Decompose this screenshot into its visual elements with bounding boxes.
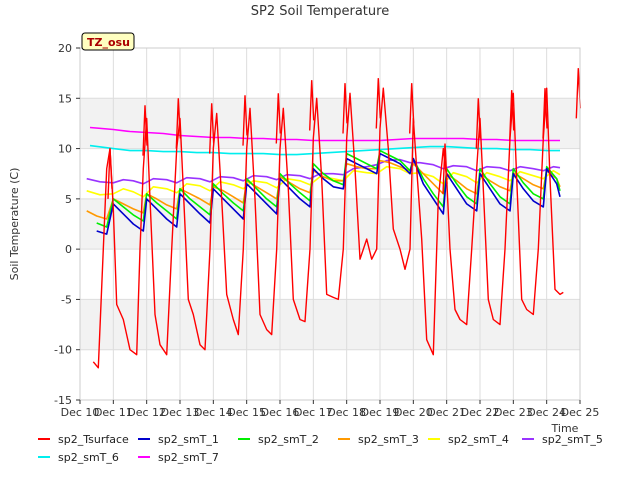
series-peak-sp2_Tsurface bbox=[475, 98, 481, 149]
x-tick-label: Dec 16 bbox=[261, 406, 300, 419]
x-axis-label: Time bbox=[551, 422, 579, 435]
y-axis-ticks: -15 -10 -5 0 5 10 15 20 bbox=[54, 42, 80, 407]
x-tick-label: Dec 14 bbox=[194, 406, 233, 419]
y-tick-label: 0 bbox=[65, 243, 72, 256]
legend-label-sp2_smT_5: sp2_smT_5 bbox=[542, 433, 603, 446]
x-tick-label: Dec 10 bbox=[61, 406, 100, 419]
series-peak-sp2_Tsurface bbox=[375, 78, 381, 129]
legend-label-sp2_smT_6: sp2_smT_6 bbox=[58, 451, 119, 464]
series-peak-sp2_Tsurface bbox=[142, 105, 148, 156]
legend: sp2_Tsurface sp2_smT_1 sp2_smT_2 sp2_smT_3 s… bbox=[38, 433, 603, 464]
x-tick-label: Dec 22 bbox=[461, 406, 500, 419]
site-badge: TZ_osu bbox=[81, 32, 135, 51]
x-tick-label: Dec 20 bbox=[394, 406, 433, 419]
chart-title: SP2 Soil Temperature bbox=[251, 4, 389, 19]
series-peak-sp2_Tsurface bbox=[175, 98, 181, 149]
y-tick-label: 15 bbox=[58, 92, 72, 105]
site-badge-label: TZ_osu bbox=[87, 36, 130, 49]
y-tick-label: 10 bbox=[58, 143, 72, 156]
legend-label-sp2_smT_2: sp2_smT_2 bbox=[258, 433, 319, 446]
x-tick-label: Dec 18 bbox=[327, 406, 366, 419]
plot-band bbox=[80, 299, 580, 350]
legend-label-sp2_smT_3: sp2_smT_3 bbox=[358, 433, 419, 446]
series-peak-sp2_Tsurface bbox=[542, 88, 548, 139]
y-tick-label: 5 bbox=[65, 193, 72, 206]
series-line-sp2_smT_1 bbox=[96, 152, 561, 235]
series-peak-sp2_Tsurface bbox=[107, 148, 113, 199]
series-layer bbox=[86, 68, 581, 369]
x-tick-label: Dec 24 bbox=[527, 406, 566, 419]
y-tick-label: -10 bbox=[54, 344, 72, 357]
x-tick-label: Dec 12 bbox=[127, 406, 166, 419]
x-tick-label: Dec 23 bbox=[494, 406, 533, 419]
y-tick-label: 20 bbox=[58, 42, 72, 55]
plot-frame bbox=[79, 47, 581, 401]
series-line-sp2_smT_6 bbox=[89, 144, 560, 156]
x-tick-label: Dec 19 bbox=[361, 406, 400, 419]
series-peak-sp2_Tsurface bbox=[442, 143, 448, 194]
y-axis-label: Soil Temperature (C) bbox=[8, 168, 21, 281]
series-peak-sp2_Tsurface bbox=[509, 90, 515, 141]
series-line-sp2_smT_7 bbox=[89, 126, 560, 142]
x-tick-label: Dec 13 bbox=[161, 406, 200, 419]
legend-label-sp2_Tsurface: sp2_Tsurface bbox=[58, 433, 129, 446]
x-tick-label: Dec 15 bbox=[227, 406, 266, 419]
y-tick-label: -5 bbox=[61, 293, 72, 306]
plot-background bbox=[80, 48, 580, 400]
series-peak-sp2_Tsurface bbox=[342, 83, 348, 134]
y-tick-label: -15 bbox=[54, 394, 72, 407]
series-line-sp2_smT_5 bbox=[86, 158, 561, 185]
site-badge-box bbox=[81, 32, 135, 51]
legend-label-sp2_smT_1: sp2_smT_1 bbox=[158, 433, 219, 446]
series-peak-sp2_Tsurface bbox=[209, 103, 215, 154]
series-peak-sp2_Tsurface bbox=[309, 80, 315, 131]
series-peak-sp2_Tsurface bbox=[242, 95, 248, 146]
series-line-sp2_Tsurface bbox=[92, 87, 564, 369]
series-peak-sp2_Tsurface bbox=[409, 83, 415, 134]
legend-label-sp2_smT_4: sp2_smT_4 bbox=[448, 433, 509, 446]
x-tick-label: Dec 11 bbox=[94, 406, 133, 419]
x-tick-label: Dec 17 bbox=[294, 406, 333, 419]
x-tick-label: Dec 21 bbox=[427, 406, 466, 419]
legend-label-sp2_smT_7: sp2_smT_7 bbox=[158, 451, 219, 464]
x-tick-label: Dec 25 bbox=[561, 406, 600, 419]
series-peak-sp2_Tsurface bbox=[275, 93, 281, 144]
